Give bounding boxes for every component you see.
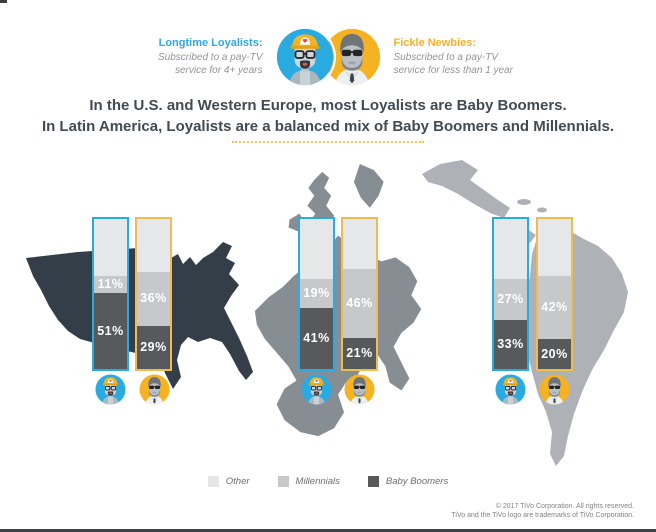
legend-item-millennials: Millennials bbox=[277, 476, 340, 487]
bar-segment-label: 42% bbox=[541, 300, 568, 315]
bar-us-loyalists: 11% 51% bbox=[92, 217, 129, 371]
page-title: In the U.S. and Western Europe, most Loy… bbox=[0, 95, 656, 137]
bar-segment-label: 41% bbox=[303, 331, 330, 345]
legend-swatch-baby-boomers bbox=[367, 476, 379, 487]
bar-segment-label: 36% bbox=[140, 291, 167, 306]
legend-swatch-other bbox=[207, 476, 219, 487]
newbie-avatar-icon bbox=[139, 374, 170, 405]
legend-swatch-millennials bbox=[277, 476, 289, 487]
latin-america-map-silhouette bbox=[422, 160, 628, 466]
persona-avatars bbox=[276, 28, 381, 86]
bar-segment-label: 27% bbox=[497, 292, 524, 306]
bar-segment-millennials: 19% bbox=[300, 279, 333, 308]
bar-segment-millennials: 27% bbox=[494, 279, 527, 320]
copyright-line1: © 2017 TiVo Corporation. All rights rese… bbox=[495, 503, 634, 510]
bar-latam-newbies: 42% 20% bbox=[536, 217, 573, 371]
bar-segment-millennials: 11% bbox=[94, 276, 127, 293]
bar-segment-baby-boomers: 20% bbox=[538, 339, 571, 369]
bar-segment-label: 20% bbox=[541, 346, 568, 361]
bar-segment-other bbox=[137, 219, 170, 272]
bar-segment-baby-boomers: 29% bbox=[137, 325, 170, 369]
loyalist-label: Longtime Loyalists: bbox=[158, 37, 263, 49]
copyright-line2: TiVo and the TiVo logo are trademarks of… bbox=[451, 512, 634, 519]
bar-segment-label: 29% bbox=[140, 340, 167, 354]
bar-segment-millennials: 46% bbox=[343, 268, 376, 338]
bar-segment-millennials: 36% bbox=[137, 271, 170, 326]
bar-segment-other bbox=[300, 219, 333, 279]
newbie-label: Fickle Newbies: bbox=[393, 37, 477, 49]
western-europe-map-silhouette bbox=[254, 163, 422, 437]
bar-segment-label: 33% bbox=[497, 337, 524, 351]
loyalist-avatar-icon bbox=[301, 374, 332, 405]
bar-segment-label: 46% bbox=[346, 295, 373, 310]
page-title-line1: In the U.S. and Western Europe, most Loy… bbox=[89, 97, 567, 114]
legend-label: Baby Boomers bbox=[385, 476, 449, 487]
loyalist-description: Subscribed to a pay-TV service for 4+ ye… bbox=[158, 52, 263, 76]
bar-segment-other bbox=[538, 219, 571, 276]
bar-segment-millennials: 42% bbox=[538, 276, 571, 339]
newbie-description: Subscribed to a pay-TV service for less … bbox=[393, 52, 514, 76]
bar-segment-label: 11% bbox=[97, 277, 124, 291]
loyalist-avatar-icon bbox=[276, 28, 334, 86]
bar-us-newbies: 36% 29% bbox=[135, 217, 172, 371]
legend-label: Millennials bbox=[295, 476, 340, 487]
persona-legend: Longtime Loyalists: Subscribed to a pay-… bbox=[0, 28, 656, 86]
loyalist-definition: Longtime Loyalists: Subscribed to a pay-… bbox=[95, 37, 263, 77]
bar-segment-label: 51% bbox=[97, 323, 124, 338]
legend-item-baby-boomers: Baby Boomers bbox=[367, 476, 449, 487]
page-title-line2: In Latin America, Loyalists are a balanc… bbox=[41, 118, 615, 135]
bottom-border-rule bbox=[0, 529, 656, 532]
bar-segment-label: 21% bbox=[346, 346, 373, 360]
legend-item-other: Other bbox=[207, 476, 250, 487]
bar-segment-baby-boomers: 41% bbox=[300, 307, 333, 369]
dotted-divider bbox=[232, 141, 424, 143]
bar-segment-other bbox=[494, 219, 527, 279]
newbie-definition: Fickle Newbies: Subscribed to a pay-TV s… bbox=[394, 37, 562, 77]
bar-segment-other bbox=[343, 219, 376, 269]
bar-segment-baby-boomers: 33% bbox=[494, 319, 527, 369]
chart-legend: Other Millennials Baby Boomers bbox=[0, 476, 656, 487]
bar-segment-baby-boomers: 21% bbox=[343, 337, 376, 369]
bar-europe-loyalists: 19% 41% bbox=[298, 217, 335, 371]
newbie-avatar-icon bbox=[344, 374, 375, 405]
bar-segment-other bbox=[94, 219, 127, 276]
corner-mark bbox=[0, 0, 7, 3]
bar-latam-loyalists: 27% 33% bbox=[492, 217, 529, 371]
loyalist-avatar-icon bbox=[95, 374, 126, 405]
legend-label: Other bbox=[225, 476, 250, 487]
copyright-notice: © 2017 TiVo Corporation. All rights rese… bbox=[451, 502, 634, 520]
newbie-avatar-icon bbox=[539, 374, 570, 405]
loyalist-avatar-icon bbox=[495, 374, 526, 405]
bar-europe-newbies: 46% 21% bbox=[341, 217, 378, 371]
bar-segment-baby-boomers: 51% bbox=[94, 292, 127, 369]
bar-segment-label: 19% bbox=[303, 286, 330, 300]
